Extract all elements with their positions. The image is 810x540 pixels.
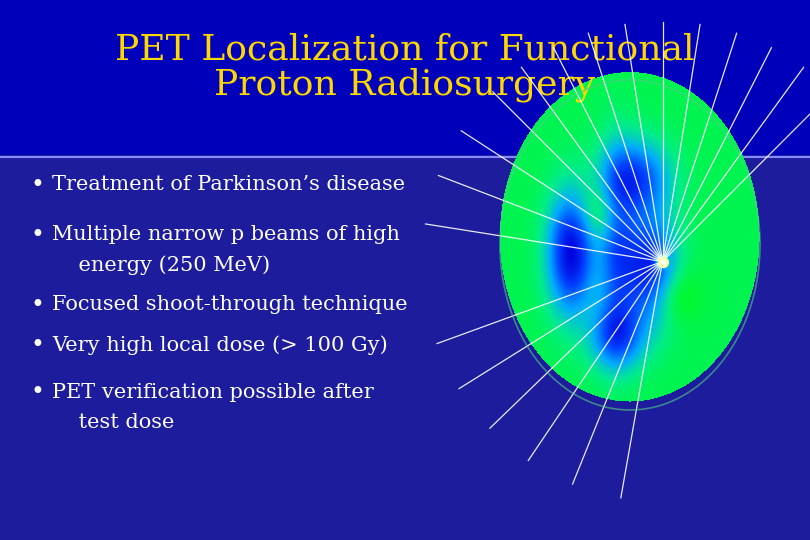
Text: Very high local dose (> 100 Gy): Very high local dose (> 100 Gy) bbox=[52, 335, 388, 355]
Text: •: • bbox=[30, 223, 44, 247]
Text: Multiple narrow p beams of high: Multiple narrow p beams of high bbox=[52, 226, 400, 245]
Text: •: • bbox=[30, 333, 44, 357]
Text: Focused shoot-through technique: Focused shoot-through technique bbox=[52, 295, 407, 314]
Text: PET verification possible after: PET verification possible after bbox=[52, 382, 373, 402]
Text: •: • bbox=[30, 173, 44, 197]
Text: •: • bbox=[30, 293, 44, 317]
Text: test dose: test dose bbox=[52, 413, 174, 431]
Text: energy (250 MeV): energy (250 MeV) bbox=[52, 255, 270, 275]
Text: Treatment of Parkinson’s disease: Treatment of Parkinson’s disease bbox=[52, 176, 405, 194]
Bar bbox=[0, 0, 810, 155]
Text: Proton Radiosurgery: Proton Radiosurgery bbox=[215, 68, 595, 102]
Text: PET Localization for Functional: PET Localization for Functional bbox=[115, 33, 695, 67]
Text: •: • bbox=[30, 380, 44, 404]
